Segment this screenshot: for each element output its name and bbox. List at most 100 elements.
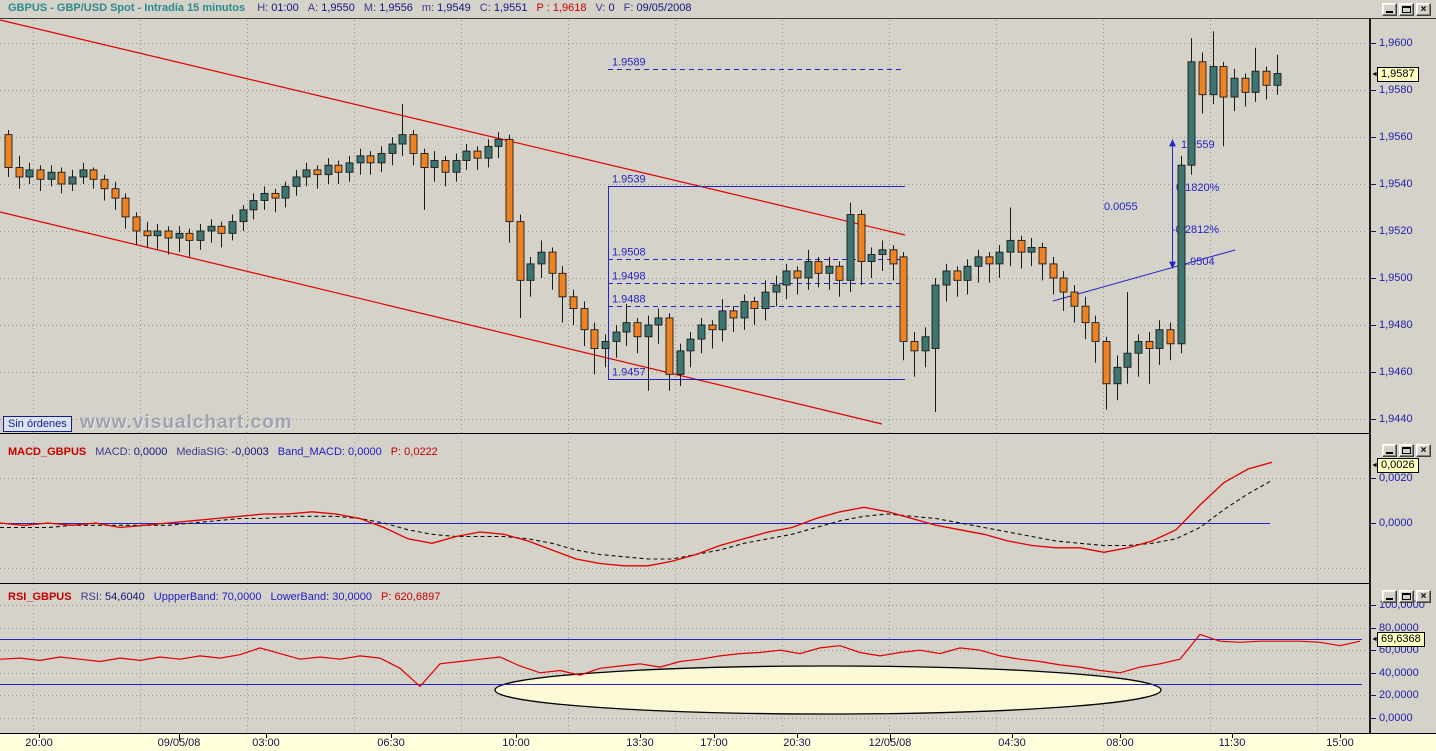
candle-bearish xyxy=(793,270,802,279)
candle-bullish xyxy=(995,251,1004,265)
candle-bullish xyxy=(654,317,663,326)
candle-bullish xyxy=(1251,70,1260,93)
price-value-box: ◄ 1,9587 xyxy=(1371,66,1419,82)
candle-bullish xyxy=(825,265,834,274)
close-button[interactable]: × xyxy=(1416,3,1431,16)
candle-bullish xyxy=(878,249,887,255)
candle-bullish xyxy=(1123,352,1132,368)
watermark: www.visualchart.com xyxy=(80,412,293,433)
maximize-button[interactable] xyxy=(1399,590,1414,603)
close-button[interactable]: × xyxy=(1416,590,1431,603)
y-axis-tick xyxy=(1371,372,1376,373)
candle-bullish xyxy=(25,169,34,178)
header-field: F: 09/05/2008 xyxy=(623,2,692,14)
candle-bearish xyxy=(217,225,226,234)
candle-bearish xyxy=(1166,329,1175,345)
rsi-line xyxy=(0,633,1361,688)
minimize-button[interactable] xyxy=(1382,590,1397,603)
candle-bearish xyxy=(111,188,120,199)
candle-bullish xyxy=(601,341,610,349)
time-axis-tick xyxy=(797,734,798,738)
rsi-window-controls: × xyxy=(1382,590,1431,603)
close-button[interactable]: × xyxy=(1416,444,1431,457)
y-axis-label: 1,9560 xyxy=(1379,131,1413,143)
candle-bearish xyxy=(516,221,525,281)
close-icon: × xyxy=(1420,591,1427,602)
minimize-button[interactable] xyxy=(1382,3,1397,16)
y-axis-tick xyxy=(1371,325,1376,326)
candle-bearish xyxy=(953,270,962,281)
macd-signal-line xyxy=(0,479,1273,560)
y-axis-tick xyxy=(1371,695,1376,697)
rsi-ellipse-annotation xyxy=(494,665,1162,715)
y-axis-label: 1,9480 xyxy=(1379,319,1413,331)
candle-bearish xyxy=(1198,61,1207,96)
y-axis-tick xyxy=(1371,43,1376,44)
candle-bearish xyxy=(750,301,759,310)
y-axis-tick xyxy=(1371,672,1376,674)
maximize-button[interactable] xyxy=(1399,444,1414,457)
candle-bullish xyxy=(963,265,972,281)
candle-bearish xyxy=(1038,246,1047,265)
time-axis-tick xyxy=(1012,734,1013,738)
red-trendline xyxy=(0,19,906,236)
candle-bullish xyxy=(612,331,621,342)
fib-level-label: 1.9457 xyxy=(612,367,646,379)
candle-bearish xyxy=(558,272,567,298)
candle-bullish xyxy=(228,221,237,234)
candle-bearish xyxy=(409,134,418,154)
candle-bullish xyxy=(153,230,162,237)
time-axis-label: 20:00 xyxy=(25,737,53,749)
candle-bearish xyxy=(899,256,908,342)
no-orders-badge[interactable]: Sin órdenes xyxy=(3,416,72,432)
macd-window-controls: × xyxy=(1382,444,1431,457)
candle-bullish xyxy=(846,214,855,281)
candle-bullish xyxy=(1006,239,1015,253)
rsi-pane xyxy=(0,589,1368,732)
y-axis-label: 1,9440 xyxy=(1379,413,1413,425)
y-axis-label: 40,0000 xyxy=(1379,666,1419,679)
candle-bearish xyxy=(1262,70,1271,86)
time-axis-tick xyxy=(714,734,715,738)
time-axis-label: 11:30 xyxy=(1218,737,1246,749)
candle-bearish xyxy=(1070,291,1079,307)
time-axis-tick xyxy=(266,734,267,738)
minimize-button[interactable] xyxy=(1382,444,1397,457)
candle-bearish xyxy=(1049,263,1058,279)
header-field: P : 1,9618 xyxy=(536,2,587,14)
candle-bearish xyxy=(366,155,375,164)
header-field: MediaSIG: -0,0003 xyxy=(176,446,269,458)
candle-bearish xyxy=(590,329,599,349)
y-axis-label: 1,9540 xyxy=(1379,178,1413,190)
measure-label: 0.0055 xyxy=(1104,201,1138,213)
header-field: V: 0 xyxy=(595,2,615,14)
macd-header: MACD_GBPUS MACD: 0,0000 MediaSIG: -0,0003 B… xyxy=(8,446,438,458)
candle-bearish xyxy=(121,197,130,218)
rsi-header: RSI_GBPUS RSI: 54,6040 UppperBand: 70,0000… xyxy=(8,591,440,603)
candle-bearish xyxy=(580,308,589,331)
fib-level-label: 1.9508 xyxy=(612,247,646,259)
candle-bullish xyxy=(324,164,333,176)
y-axis-label: 1,9520 xyxy=(1379,225,1413,237)
y-axis-label: 1,9580 xyxy=(1379,84,1413,96)
candle-bullish xyxy=(772,284,781,293)
time-axis-tick xyxy=(1120,734,1121,738)
rsi-symbol: RSI_GBPUS xyxy=(8,591,72,603)
maximize-button[interactable] xyxy=(1399,3,1414,16)
candle-bullish xyxy=(249,199,258,211)
macd-value-box: ◄ 0,0026 xyxy=(1371,457,1419,473)
candle-bullish xyxy=(1113,366,1122,385)
header-field: P: 620,6897 xyxy=(380,591,441,603)
maximize-icon xyxy=(1402,447,1411,454)
candle-bearish xyxy=(857,214,866,263)
y-axis-tick xyxy=(1371,718,1376,719)
y-axis-tick xyxy=(1371,184,1376,185)
header-field: C: 1,9551 xyxy=(479,2,528,14)
time-axis-label: 06:30 xyxy=(377,737,405,749)
candle-bullish xyxy=(526,263,535,281)
blue-trendline xyxy=(1052,249,1236,302)
value-arrow-icon: ◄ xyxy=(1371,461,1378,469)
header-field: M: 1,9556 xyxy=(363,2,413,14)
candle-bullish xyxy=(676,350,685,375)
